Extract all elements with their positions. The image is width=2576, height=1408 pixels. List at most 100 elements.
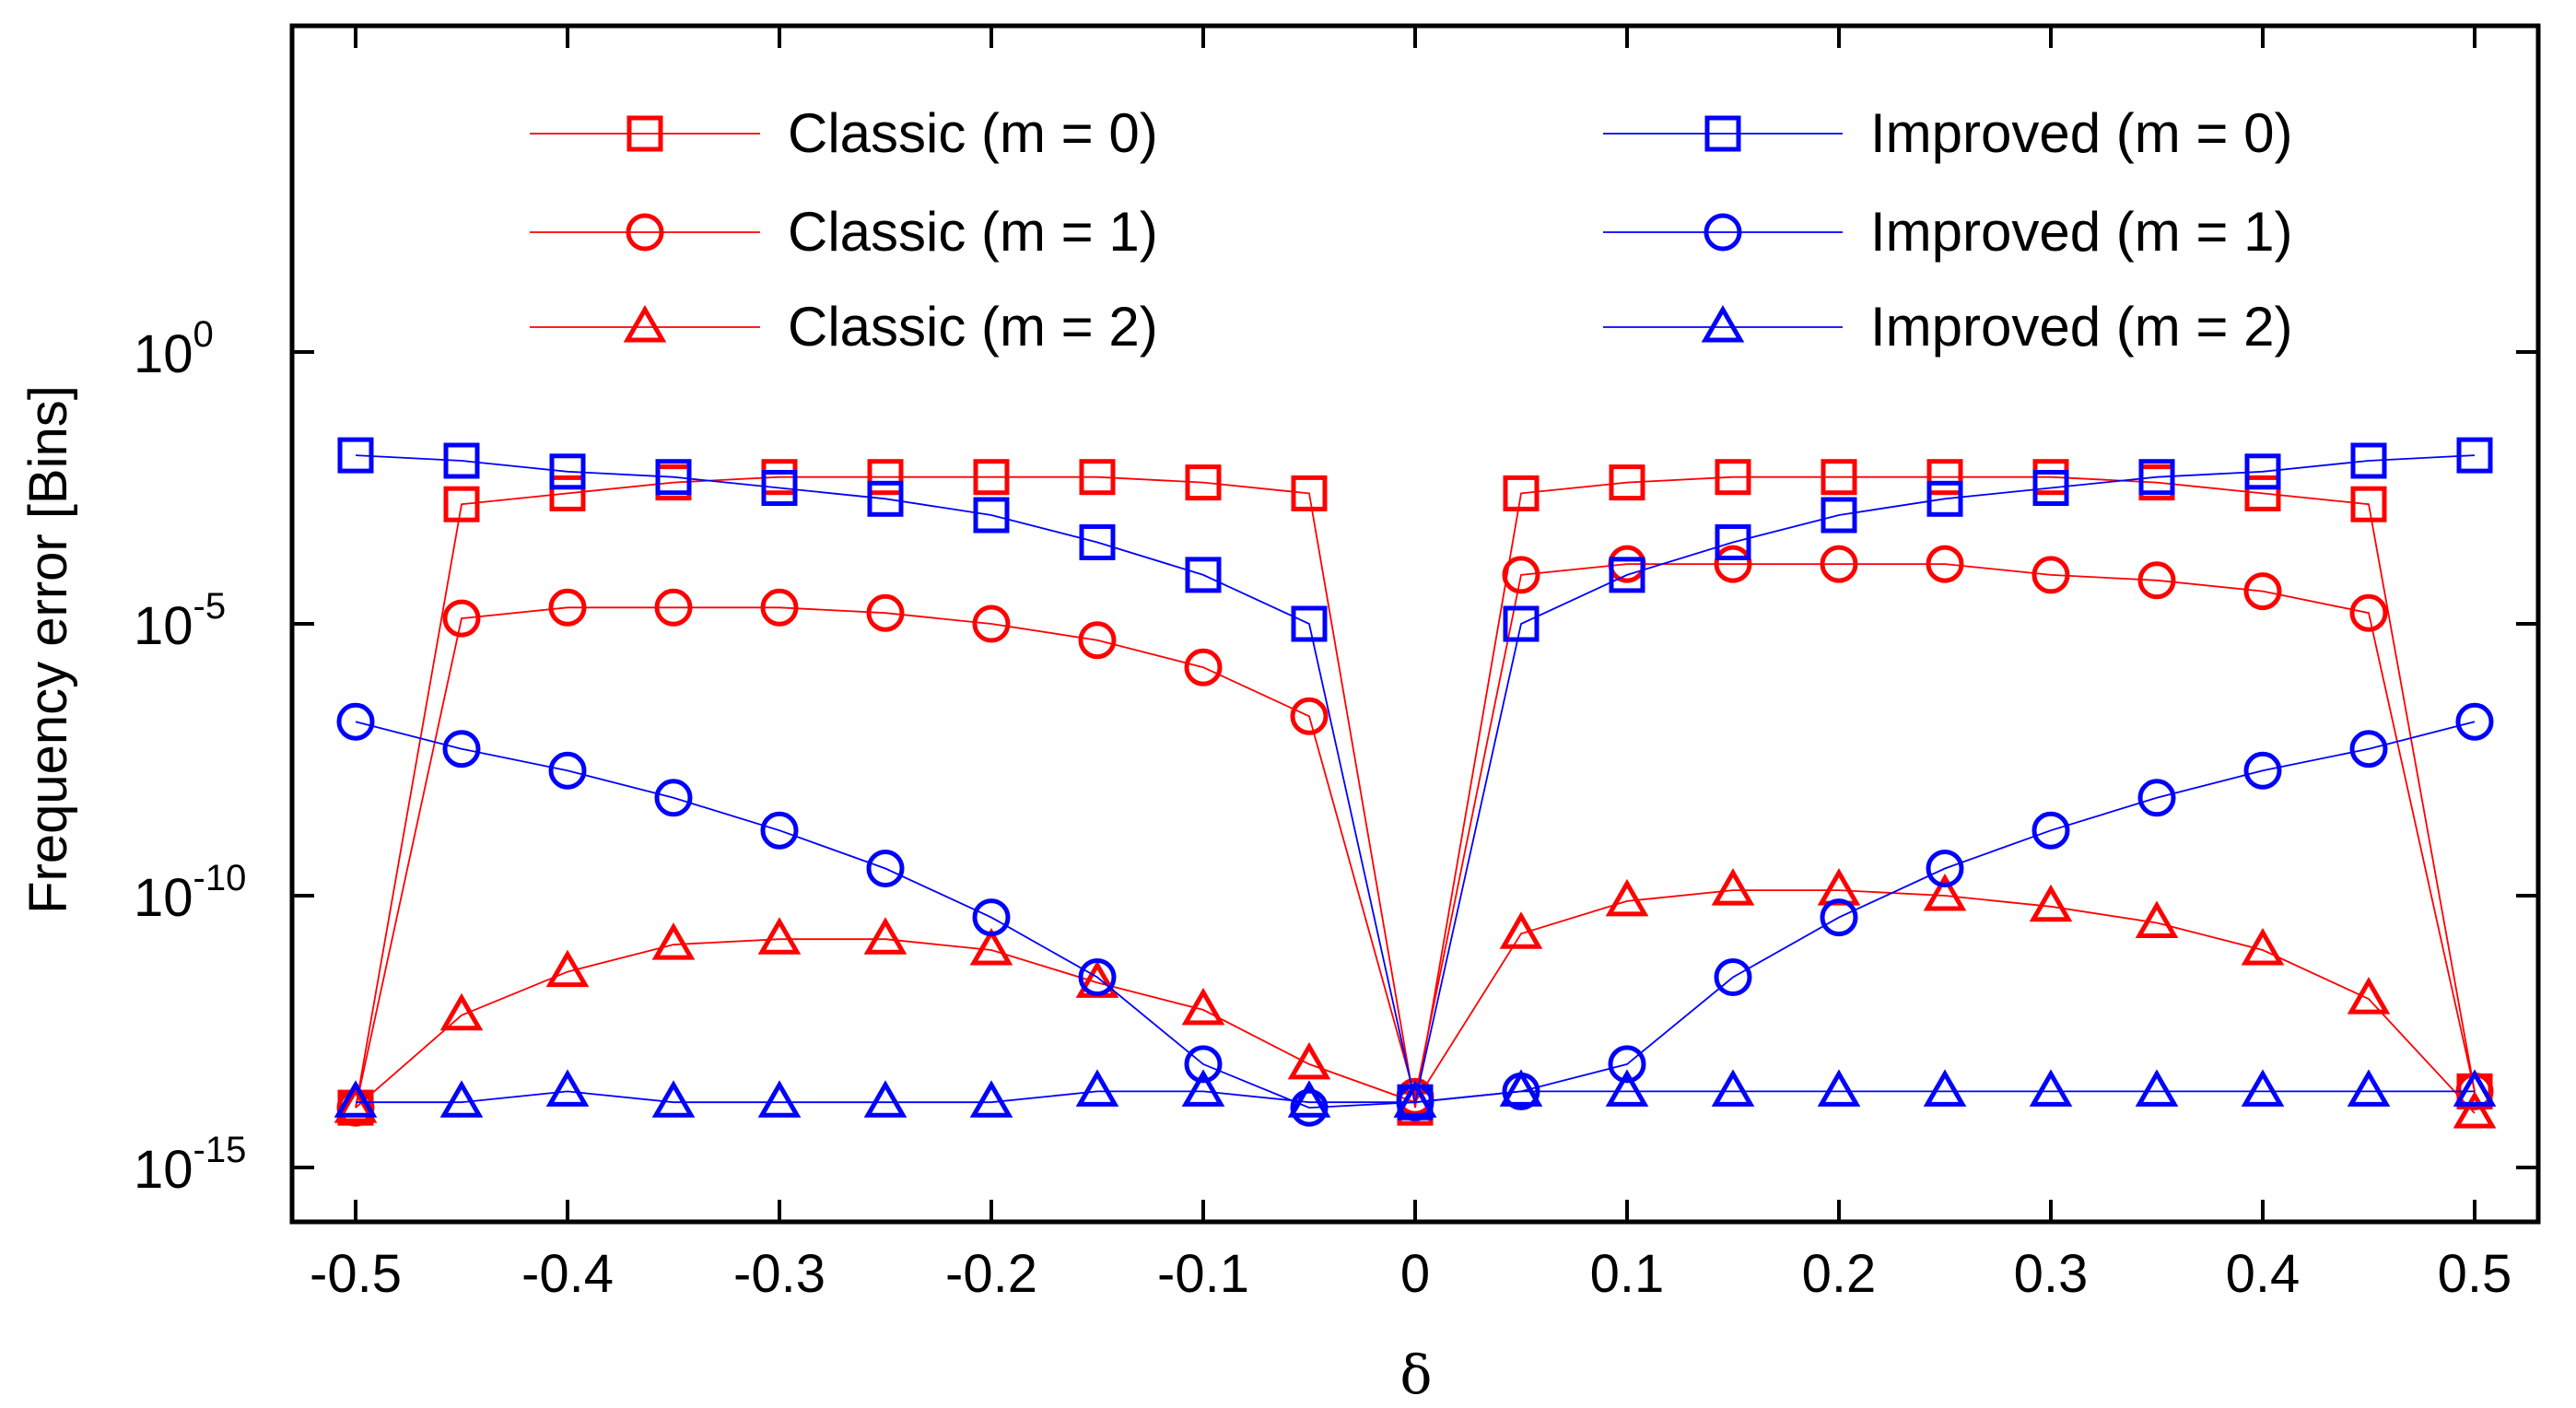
data-point-circle [548,588,587,627]
series-line [356,1090,2475,1104]
data-point-triangle [1605,1069,1649,1107]
data-point-square [1185,464,1222,501]
data-point-triangle [545,1069,590,1107]
x-tick-label: -0.2 [945,1244,1037,1304]
data-point-square [655,459,692,496]
legend-marker-triangle [1701,304,1745,343]
legend-entry: Improved (m = 0) [1603,102,2292,164]
data-point-square [443,442,480,479]
data-point-triangle [1075,1069,1119,1107]
data-point-circle [1184,1045,1223,1084]
data-point-triangle [2347,1069,2391,1107]
data-point-circle [2137,779,2176,817]
data-point-triangle [1711,868,1755,906]
data-point-triangle [651,922,696,960]
series-0 [337,459,2493,1126]
data-point-circle [972,898,1011,937]
data-point-triangle [1181,1069,1225,1107]
data-point-circle [1926,545,1964,583]
data-point-triangle [2029,1069,2073,1107]
data-point-circle [654,588,693,627]
data-point-square [2350,486,2387,522]
data-point-circle [1926,850,1964,887]
data-point-triangle [651,1080,696,1118]
data-point-triangle [2135,900,2179,938]
data-point-triangle [545,949,590,988]
legend-marker-square [1704,115,1741,152]
legend-entry: Improved (m = 2) [1603,296,2292,358]
data-point-circle [548,751,587,790]
data-point-circle [972,604,1011,643]
legend-marker-triangle [623,304,667,343]
data-point-circle [1820,545,1858,583]
data-point-circle [654,779,693,817]
data-point-triangle [439,992,484,1031]
data-point-circle [2349,730,2388,769]
x-tick-label: 0.4 [2226,1244,2301,1304]
data-point-square [1926,459,1963,496]
data-point-triangle [2347,977,2391,1015]
legend-marker-square [626,115,663,152]
data-point-triangle [1711,1069,1755,1107]
data-point-circle [442,599,481,638]
x-axis-title: δ [1400,1343,1433,1406]
data-point-square [2456,437,2493,474]
data-point-circle [336,702,375,741]
data-point-circle [1078,958,1117,996]
data-point-square [549,475,586,511]
legend-label: Improved (m = 0) [1870,102,2292,164]
data-point-circle [1502,556,1540,594]
data-point-square [1715,524,1751,560]
data-point-square [1715,459,1751,496]
data-point-triangle [2453,1069,2497,1107]
data-point-circle [2455,702,2494,741]
series-line [355,454,2476,1103]
data-point-triangle [2453,1090,2497,1129]
data-point-circle [442,730,481,769]
data-point-circle [760,811,799,850]
data-point-square [1609,557,1645,593]
legend-label: Improved (m = 1) [1870,201,2292,263]
data-point-square [867,480,904,517]
data-point-triangle [1181,987,1225,1026]
data-point-square [549,453,586,490]
x-tick-label: 0.5 [2438,1244,2512,1304]
data-point-square [2244,453,2281,490]
x-tick-labels: -0.5 -0.4 -0.3 -0.2 -0.1 0 0.1 0.2 0.3 0.4 0.5 [310,1244,2512,1304]
data-point-circle [1820,898,1858,937]
data-point-triangle [2135,1069,2179,1107]
data-point-triangle [969,1080,1013,1118]
data-point-square [2032,470,2069,506]
x-tick-label: 0.3 [2014,1244,2089,1304]
legend-entry: Classic (m = 0) [530,102,1158,164]
data-point-square [1821,459,1857,496]
data-point-circle [866,593,905,632]
legend-label: Classic (m = 2) [788,296,1158,358]
data-point-triangle [2241,1069,2285,1107]
series-line [355,475,2476,1109]
legend-label: Improved (m = 2) [1870,296,2292,358]
data-point-square [2244,475,2281,511]
x-tick-label: -0.4 [521,1244,614,1304]
data-point-triangle [969,927,1013,966]
data-point-triangle [863,1080,907,1118]
data-point-triangle [1287,1041,1331,1080]
data-point-circle [1714,958,1752,996]
data-point-triangle [1393,1080,1437,1118]
axis-ticks [292,26,2538,1222]
data-point-square [1079,459,1116,496]
data-point-triangle [334,1080,378,1118]
data-point-circle [1714,545,1752,583]
data-point-square [443,486,480,522]
data-point-square [1291,605,1328,642]
x-tick-label: 0.2 [1802,1244,1877,1304]
data-point-square [1926,480,1963,517]
data-point-triangle [1287,1080,1331,1118]
data-point-circle [866,850,905,887]
data-point-triangle [2241,927,2285,966]
data-point-triangle [1499,911,1543,949]
legend-entry: Classic (m = 1) [530,201,1158,263]
data-point-square [1291,475,1328,511]
data-point-circle [1078,621,1117,660]
data-point-circle [760,588,799,627]
